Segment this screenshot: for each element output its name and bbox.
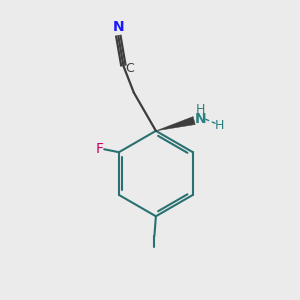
Text: H: H [214,119,224,132]
Text: N: N [112,20,124,34]
Text: N: N [195,112,206,126]
Polygon shape [156,117,195,131]
Text: H: H [196,103,205,116]
Text: F: F [96,142,104,156]
Text: C: C [126,62,134,75]
